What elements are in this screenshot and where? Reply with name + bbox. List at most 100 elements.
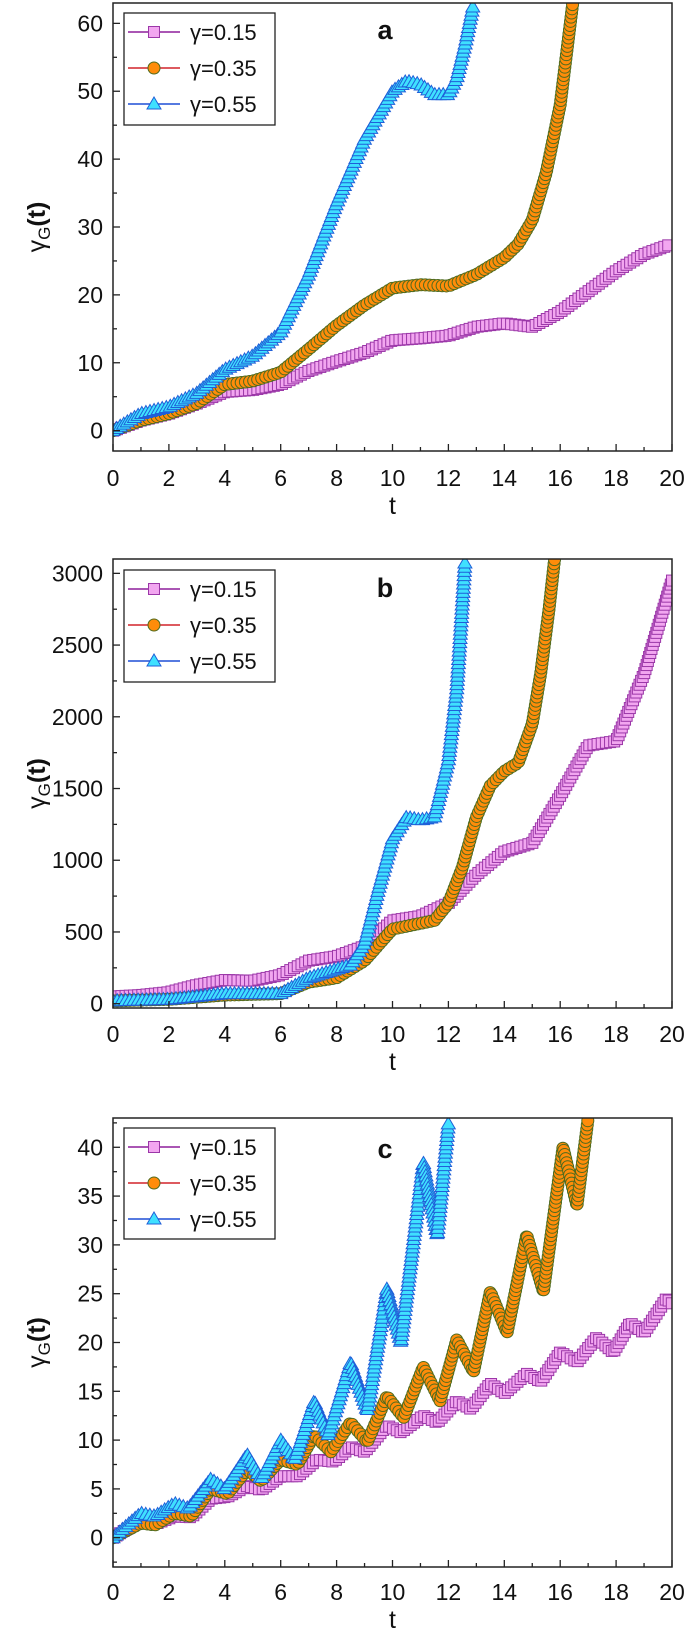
x-tick-label: 20 — [659, 465, 685, 491]
x-tick-label: 4 — [218, 1579, 231, 1605]
legend-triangle-marker — [146, 1211, 162, 1225]
legend-label: γ=0.15 — [190, 577, 257, 602]
x-tick-label: 0 — [107, 465, 120, 491]
y-tick-label: 10 — [77, 350, 103, 376]
y-tick-label: 50 — [77, 78, 103, 104]
y-tick-label: 2000 — [52, 704, 103, 730]
legend-circle-marker — [147, 618, 161, 632]
y-label-suffix: (t) — [23, 1317, 51, 1342]
y-axis-label: γG(t) — [23, 758, 54, 809]
x-tick-label: 2 — [163, 1021, 176, 1047]
x-tick-label: 6 — [274, 1021, 287, 1047]
data-point-marker — [457, 559, 473, 569]
x-tick-label: 18 — [603, 1579, 629, 1605]
y-tick-label: 40 — [77, 146, 103, 172]
legend-item: γ=0.55 — [128, 649, 257, 674]
series-γ=0.15 — [113, 239, 672, 437]
y-label-gamma: γ — [23, 239, 51, 252]
x-tick-label: 12 — [436, 1579, 462, 1605]
legend-label: γ=0.55 — [190, 649, 257, 674]
panel-b: 0 2 4 6 8 10 12 14 16 18 20 0 500 1000 1500 2000 2500 300… — [23, 558, 685, 1076]
x-tick-label: 10 — [380, 465, 406, 491]
x-tick-label: 14 — [492, 1021, 518, 1047]
x-axis-label: t — [389, 1606, 396, 1633]
panel-label: a — [377, 15, 393, 45]
y-tick-label: 30 — [77, 214, 103, 240]
y-label-subscript: G — [35, 1342, 54, 1355]
y-label-gamma: γ — [23, 796, 51, 809]
data-point-marker — [464, 3, 481, 13]
legend-triangle-marker — [146, 653, 162, 667]
x-tick-label: 16 — [547, 1579, 573, 1605]
legend-triangle-marker — [146, 96, 162, 110]
y-tick-label: 35 — [77, 1183, 103, 1209]
y-tick-label: 30 — [77, 1232, 103, 1258]
x-tick-label: 12 — [436, 465, 462, 491]
legend-label: γ=0.35 — [190, 56, 257, 81]
x-tick-label: 12 — [436, 1021, 462, 1047]
x-tick-label: 4 — [218, 465, 231, 491]
x-tick-label: 18 — [603, 465, 629, 491]
data-point-marker — [662, 239, 672, 252]
plot-area — [113, 559, 672, 1008]
y-label-subscript: G — [35, 783, 54, 796]
legend-circle-marker — [147, 61, 161, 75]
x-tick-label: 8 — [330, 1021, 343, 1047]
legend-item: γ=0.35 — [128, 56, 257, 81]
x-tick-label: 10 — [380, 1579, 406, 1605]
data-point-marker — [440, 1118, 457, 1130]
x-tick-label: 8 — [330, 1579, 343, 1605]
legend-item: γ=0.55 — [128, 1207, 257, 1232]
x-tick-label: 0 — [107, 1579, 120, 1605]
legend-label: γ=0.15 — [190, 20, 257, 45]
legend-label: γ=0.55 — [190, 92, 257, 117]
y-tick-label: 2500 — [52, 632, 103, 658]
y-tick-label: 15 — [77, 1378, 103, 1404]
legend-label: γ=0.55 — [190, 1207, 257, 1232]
panel-label: b — [377, 573, 394, 603]
y-axis-label: γG(t) — [23, 202, 54, 253]
panel-a: 0 2 4 6 8 10 12 14 16 18 20 0 10 20 30 40 50 60 t γG(t) a γ=0… — [23, 2, 685, 520]
y-tick-label: 0 — [90, 991, 103, 1017]
y-tick-label: 3000 — [52, 560, 103, 586]
x-tick-label: 2 — [163, 1579, 176, 1605]
y-label-subscript: G — [35, 227, 54, 240]
legend-item: γ=0.55 — [128, 92, 257, 117]
legend: γ=0.15 γ=0.35 γ=0.55 — [123, 12, 276, 126]
legend-square-marker — [148, 1141, 160, 1153]
x-tick-label: 2 — [163, 465, 176, 491]
x-tick-label: 20 — [659, 1021, 685, 1047]
y-tick-label: 1500 — [52, 776, 103, 802]
legend-square-marker — [148, 26, 160, 38]
y-label-suffix: (t) — [23, 202, 51, 227]
x-tick-label: 20 — [659, 1579, 685, 1605]
y-label-suffix: (t) — [23, 758, 51, 783]
legend-label: γ=0.35 — [190, 1171, 257, 1196]
legend: γ=0.15 γ=0.35 γ=0.55 — [123, 569, 276, 683]
plot-area — [113, 3, 672, 438]
y-tick-label: 500 — [65, 919, 103, 945]
y-axis-label: γG(t) — [23, 1317, 54, 1368]
y-tick-label: 5 — [90, 1476, 103, 1502]
x-tick-label: 0 — [107, 1021, 120, 1047]
y-tick-label: 0 — [90, 418, 103, 444]
series-γ=0.55 — [113, 559, 473, 1007]
x-tick-label: 6 — [274, 465, 287, 491]
x-tick-label: 16 — [547, 1021, 573, 1047]
y-tick-label: 60 — [77, 10, 103, 36]
legend-item: γ=0.35 — [128, 613, 257, 638]
y-tick-label: 20 — [77, 1330, 103, 1356]
x-axis-label: t — [389, 492, 396, 520]
x-axis-label: t — [389, 1048, 396, 1076]
y-tick-label: 0 — [90, 1525, 103, 1551]
x-tick-label: 14 — [492, 465, 518, 491]
data-point-marker — [566, 3, 580, 12]
series-γ=0.35 — [113, 1118, 595, 1545]
series-γ=0.55 — [113, 3, 481, 437]
series-γ=0.55 — [113, 1118, 457, 1544]
legend-item: γ=0.35 — [128, 1171, 257, 1196]
legend-circle-marker — [147, 1176, 161, 1190]
data-point-marker — [581, 1118, 595, 1128]
legend-label: γ=0.15 — [190, 1135, 257, 1160]
